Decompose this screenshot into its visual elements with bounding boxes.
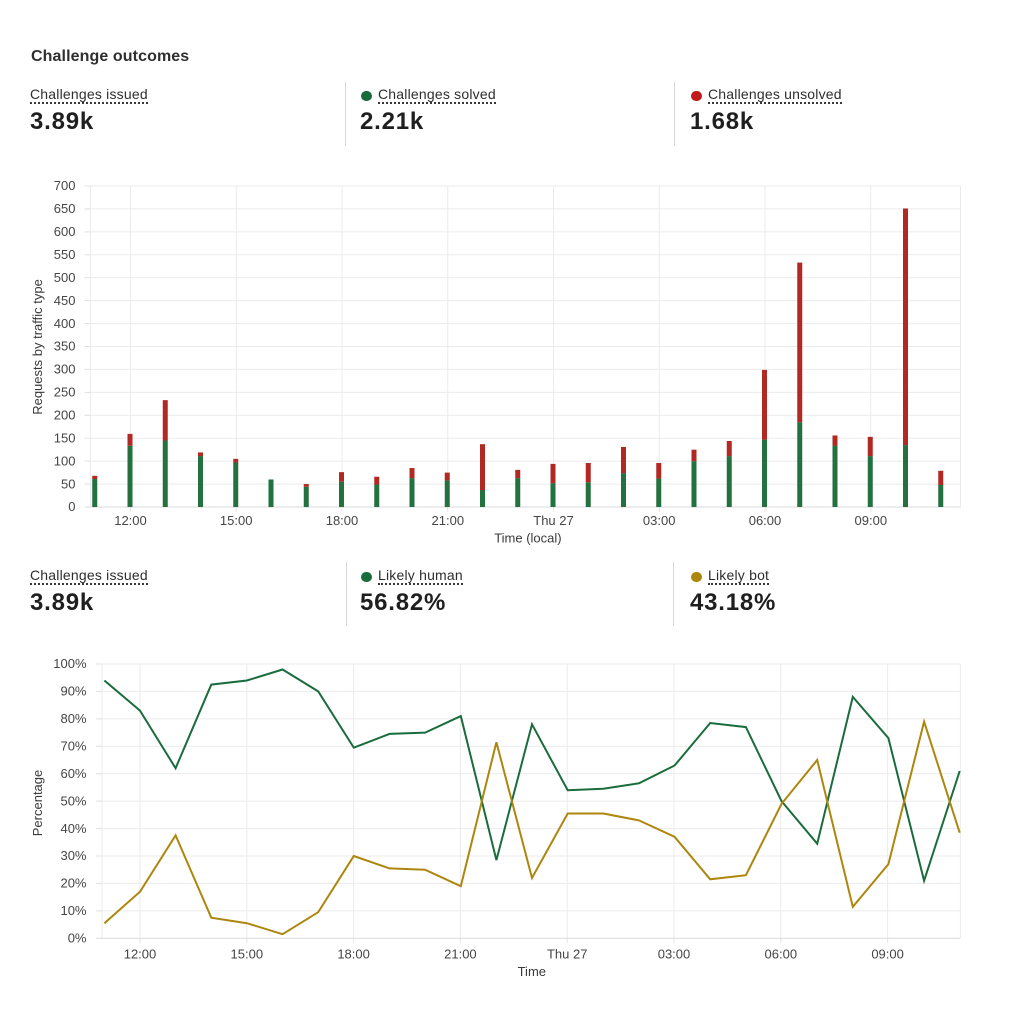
svg-text:700: 700 — [54, 178, 76, 193]
svg-text:40%: 40% — [60, 821, 86, 836]
svg-text:550: 550 — [54, 247, 76, 262]
svg-text:09:00: 09:00 — [855, 513, 888, 528]
svg-text:06:00: 06:00 — [749, 513, 782, 528]
svg-text:200: 200 — [54, 408, 76, 423]
svg-text:400: 400 — [54, 316, 76, 331]
svg-text:Thu 27: Thu 27 — [547, 947, 587, 962]
svg-text:60%: 60% — [60, 766, 86, 781]
svg-text:10%: 10% — [60, 903, 86, 918]
svg-text:600: 600 — [54, 224, 76, 239]
svg-text:Time (local): Time (local) — [494, 531, 561, 546]
svg-text:500: 500 — [54, 270, 76, 285]
svg-text:0: 0 — [68, 499, 75, 514]
svg-text:Percentage: Percentage — [30, 770, 45, 837]
svg-text:15:00: 15:00 — [231, 947, 264, 962]
svg-text:Thu 27: Thu 27 — [533, 513, 573, 528]
svg-text:50%: 50% — [60, 793, 86, 808]
svg-text:80%: 80% — [60, 711, 86, 726]
svg-text:21:00: 21:00 — [444, 947, 477, 962]
svg-text:06:00: 06:00 — [765, 947, 798, 962]
svg-text:90%: 90% — [60, 684, 86, 699]
svg-text:20%: 20% — [60, 876, 86, 891]
svg-text:Time: Time — [518, 964, 546, 979]
svg-text:100%: 100% — [53, 656, 87, 671]
svg-text:03:00: 03:00 — [658, 947, 691, 962]
svg-text:300: 300 — [54, 362, 76, 377]
svg-text:0%: 0% — [68, 931, 87, 946]
svg-text:12:00: 12:00 — [114, 513, 147, 528]
svg-text:18:00: 18:00 — [337, 947, 370, 962]
svg-text:Requests by traffic type: Requests by traffic type — [30, 279, 45, 415]
svg-text:450: 450 — [54, 293, 76, 308]
svg-text:30%: 30% — [60, 848, 86, 863]
svg-text:50: 50 — [61, 476, 75, 491]
svg-text:150: 150 — [54, 430, 76, 445]
svg-text:12:00: 12:00 — [124, 947, 157, 962]
svg-text:15:00: 15:00 — [220, 513, 253, 528]
svg-text:70%: 70% — [60, 739, 86, 754]
svg-text:18:00: 18:00 — [326, 513, 359, 528]
svg-text:100: 100 — [54, 453, 76, 468]
svg-text:250: 250 — [54, 385, 76, 400]
svg-text:650: 650 — [54, 201, 76, 216]
svg-text:09:00: 09:00 — [871, 947, 904, 962]
svg-text:21:00: 21:00 — [432, 513, 465, 528]
svg-text:350: 350 — [54, 339, 76, 354]
svg-text:03:00: 03:00 — [643, 513, 676, 528]
